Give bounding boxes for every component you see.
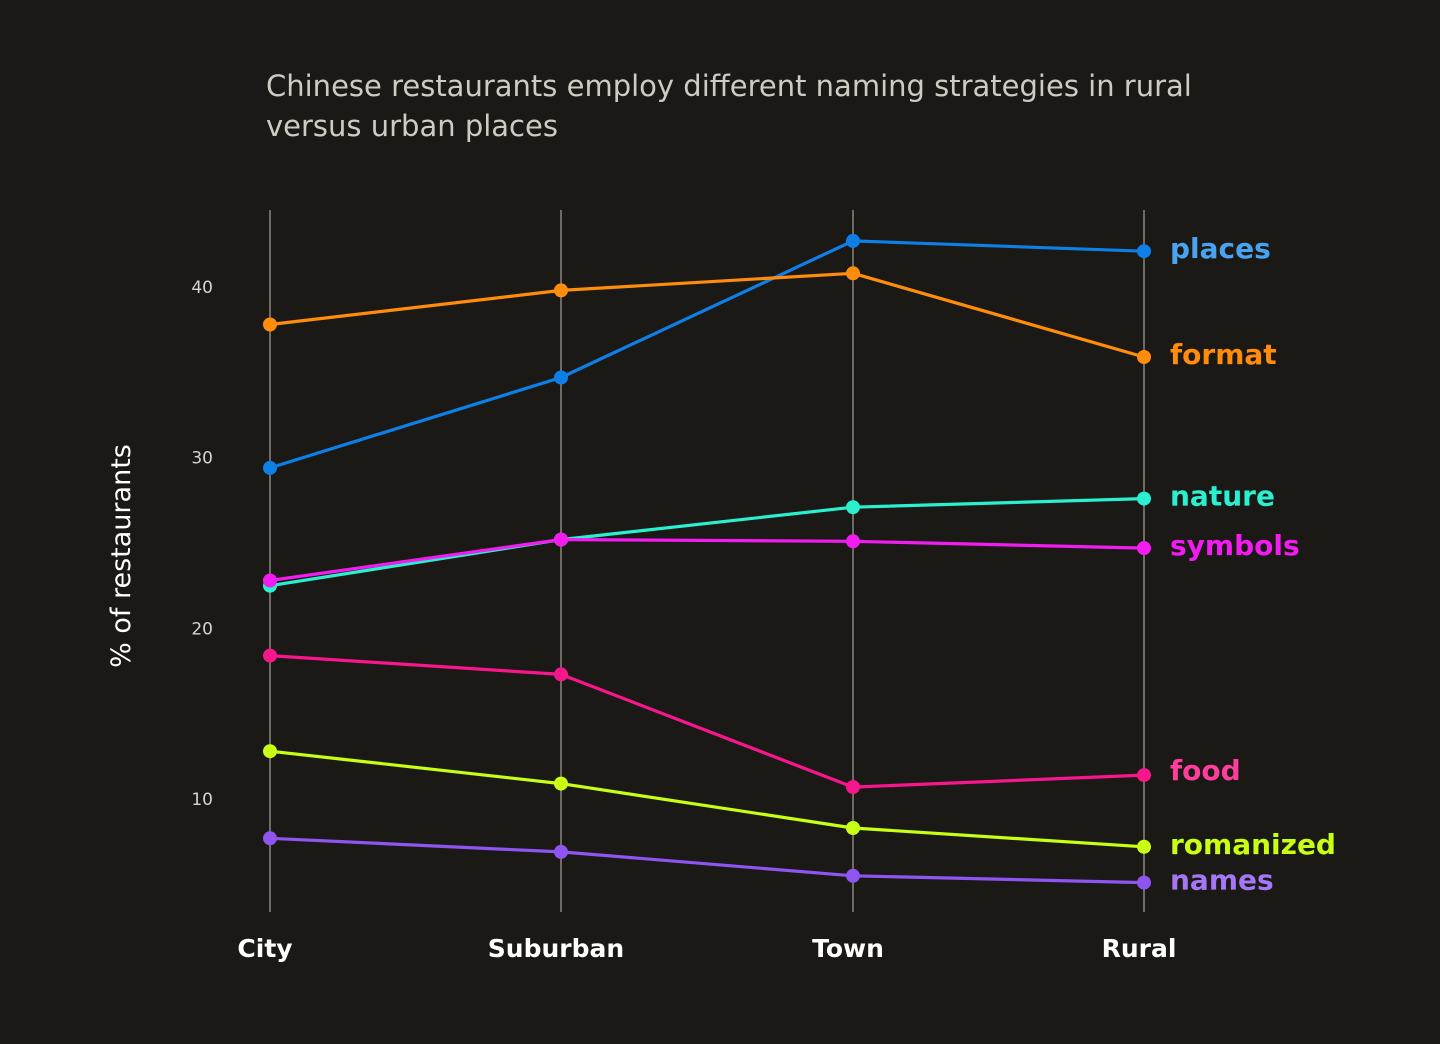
series-label-places: places [1170, 232, 1271, 265]
point-nature-town [846, 500, 860, 515]
point-romanized-rural [1137, 839, 1151, 854]
point-places-town [846, 233, 860, 248]
point-symbols-suburban [554, 532, 568, 547]
series-points [263, 233, 1151, 890]
series-label-symbols: symbols [1170, 529, 1300, 562]
x-tick-label-town: Town [812, 934, 884, 963]
point-places-suburban [554, 370, 568, 385]
series-label-format: format [1170, 338, 1277, 371]
point-symbols-rural [1137, 541, 1151, 556]
series-line-romanized [268, 749, 1146, 849]
series-line-nature [268, 497, 1146, 588]
x-axis-ticks: City Suburban Town Rural [237, 934, 1176, 963]
series-lines [268, 239, 1146, 885]
y-tick-label: 40 [191, 278, 213, 298]
y-tick-label: 30 [191, 449, 213, 469]
series-line-format [268, 271, 1146, 359]
point-food-suburban [554, 667, 568, 682]
series-label-nature: nature [1170, 480, 1275, 513]
x-tick-label-city: City [237, 934, 292, 963]
chart-title: Chinese restaurants employ different nam… [266, 69, 1192, 143]
series-labels: places format nature symbols food romanizedna… [1170, 232, 1336, 896]
point-romanized-suburban [554, 776, 568, 791]
series-label-names: names [1170, 864, 1274, 897]
point-symbols-city [263, 573, 277, 588]
series-label-romanized: romanized [1170, 828, 1336, 861]
series-label-food: food [1170, 754, 1241, 787]
point-places-city [263, 460, 277, 475]
point-romanized-city [263, 744, 277, 759]
y-axis-label: % of restaurants [106, 444, 137, 668]
point-names-suburban [554, 844, 568, 859]
point-romanized-town [846, 821, 860, 835]
y-axis-ticks: 10 20 30 40 [191, 278, 213, 810]
point-format-suburban [554, 283, 568, 298]
series-line-food [268, 653, 1146, 789]
x-tick-label-rural: Rural [1102, 934, 1177, 963]
series-line-places [268, 239, 1146, 470]
point-names-city [263, 831, 277, 846]
point-symbols-town [846, 534, 860, 549]
point-food-rural [1137, 768, 1151, 783]
point-nature-rural [1137, 491, 1151, 506]
y-tick-label: 20 [191, 619, 213, 639]
point-places-rural [1137, 244, 1151, 259]
point-food-town [846, 780, 860, 795]
point-names-town [846, 868, 860, 883]
point-format-rural [1137, 350, 1151, 364]
point-format-city [263, 317, 277, 332]
point-format-town [846, 266, 860, 281]
y-tick-label: 10 [191, 790, 213, 810]
series-line-names [268, 836, 1146, 885]
series-line-symbols [268, 537, 1146, 583]
point-names-rural [1137, 875, 1151, 890]
x-tick-label-suburban: Suburban [488, 934, 624, 963]
point-food-city [263, 648, 277, 663]
